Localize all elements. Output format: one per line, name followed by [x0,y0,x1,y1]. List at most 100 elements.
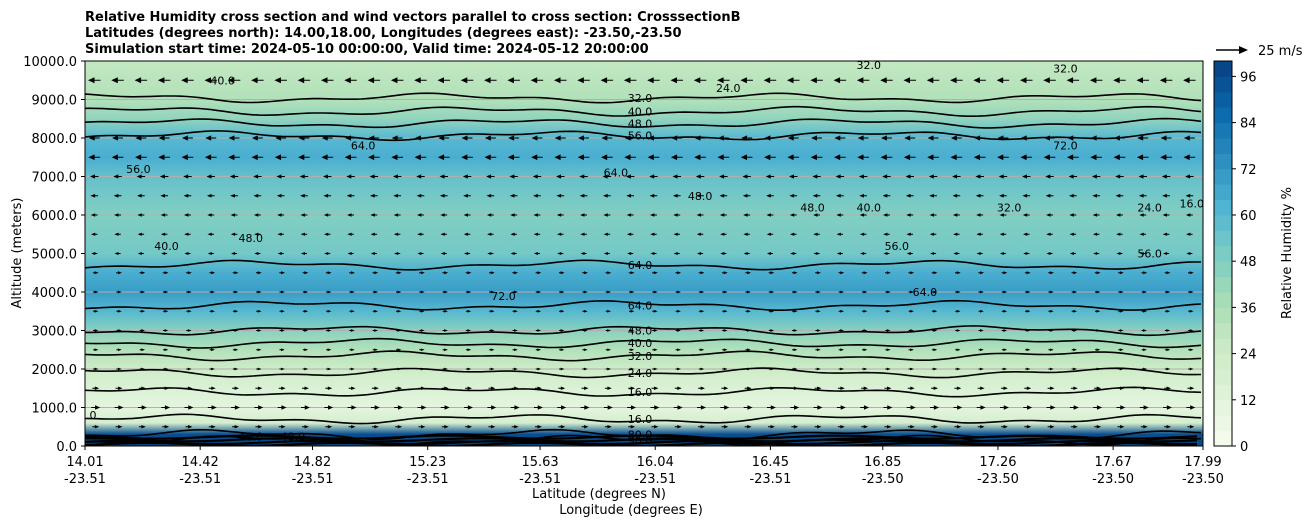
wind-arrowhead [370,193,375,198]
wind-arrowhead [584,386,589,390]
wind-arrowhead [211,386,216,390]
wind-arrowhead [1092,213,1098,217]
wind-arrowhead [230,213,235,217]
wind-arrowhead [393,193,398,198]
contour-label-13: 32.0 [628,92,653,105]
wind-arrowhead [1020,154,1027,161]
wind-arrowhead [1026,271,1031,275]
wind-arrowhead [817,386,822,390]
wind-arrowhead [368,154,375,161]
wind-arrowhead [491,405,497,410]
wind-arrowhead [910,367,914,371]
wind-arrowhead [741,135,748,141]
wind-arrowhead [1137,135,1144,141]
wind-arrowhead [695,174,701,179]
wind-arrowhead [415,135,421,141]
contour-line-5 [85,350,1202,362]
x-tick-lat-8: 17.26 [979,455,1016,470]
wind-arrowhead [556,193,562,198]
wind-arrowhead [793,367,798,371]
wind-arrowhead [933,348,938,352]
wind-arrowhead [234,290,239,294]
wind-arrowhead [537,425,542,429]
wind-arrowhead [787,135,794,141]
wind-arrowhead [817,405,823,410]
wind-arrowhead [533,193,538,198]
wind-arrowhead [1143,405,1149,410]
wind-arrowhead [910,348,914,352]
wind-arrowhead [700,405,706,410]
wind-arrowhead [397,329,402,332]
wind-arrowhead [1143,348,1147,352]
wind-arrowhead [462,174,468,179]
wind-arrowhead [533,232,538,236]
wind-arrowhead [813,232,818,236]
wind-arrowhead [910,290,914,294]
wind-arrowhead [514,425,519,429]
wind-arrowhead [557,251,562,256]
wind-arrowhead [1073,425,1078,429]
wind-arrowhead [607,425,612,429]
wind-arrowhead [793,386,799,390]
wind-arrowhead [933,367,938,371]
wind-arrowhead [980,290,984,294]
wind-arrowhead [91,232,96,236]
wind-arrowhead [770,309,775,313]
wind-arrowhead [1020,77,1027,84]
wind-arrowhead [952,174,958,179]
wind-arrowhead [1003,309,1008,313]
wind-arrowhead [1120,425,1125,429]
wind-arrowhead [228,135,235,141]
wind-arrowhead [905,193,911,198]
x-tick-lon-9: -23.50 [1092,472,1134,487]
wind-arrowhead [906,232,911,236]
wind-arrowhead [650,213,655,217]
wind-arrowhead [650,251,655,256]
wind-arrowhead [811,135,817,141]
wind-arrowhead [369,174,375,179]
wind-arrowhead [747,290,751,294]
wind-arrowhead [350,271,355,275]
wind-arrowhead [370,213,375,217]
wind-arrowhead [300,193,305,198]
wind-arrowhead [673,232,678,236]
wind-arrowhead [579,193,585,198]
wind-arrowhead [906,213,911,217]
wind-arrowhead [397,386,403,390]
wind-arrowhead [1026,348,1031,352]
wind-arrowhead [1138,193,1144,198]
wind-arrowhead [510,232,515,236]
wind-arrowhead [980,367,984,371]
contour-extra-label-4: 40.0 [210,74,235,87]
wind-arrowhead [159,174,165,179]
contour-label-2: 16.0 [628,413,653,426]
wind-key-arrowhead [1239,46,1248,54]
wind-arrowhead [886,348,891,352]
wind-arrowhead [391,154,398,161]
wind-arrowhead [437,154,445,161]
wind-arrowhead [257,348,262,352]
wind-arrowhead [673,213,678,217]
wind-arrowhead [467,290,472,294]
wind-arrowhead [956,367,961,371]
wind-arrowhead [88,154,95,161]
wind-arrowhead [724,405,730,410]
wind-arrowhead [88,135,95,141]
wind-arrowhead [234,329,239,332]
x-tick-lon-3: -23.51 [407,472,449,487]
colorbar-band-15 [1214,199,1232,216]
wind-arrowhead [933,386,938,390]
wind-arrowhead [1119,348,1124,352]
wind-arrowhead [1183,154,1190,161]
wind-arrowhead [787,77,794,84]
wind-arrowhead [346,193,352,198]
wind-arrowhead [444,309,448,313]
wind-arrowhead [114,232,119,236]
wind-arrowhead [90,213,96,217]
wind-arrowhead [1096,405,1103,410]
wind-arrowhead [136,174,142,179]
wind-arrowhead [910,425,915,429]
wind-arrowhead [347,213,352,217]
wind-arrowhead [1049,290,1054,294]
wind-arrowhead [118,425,123,429]
